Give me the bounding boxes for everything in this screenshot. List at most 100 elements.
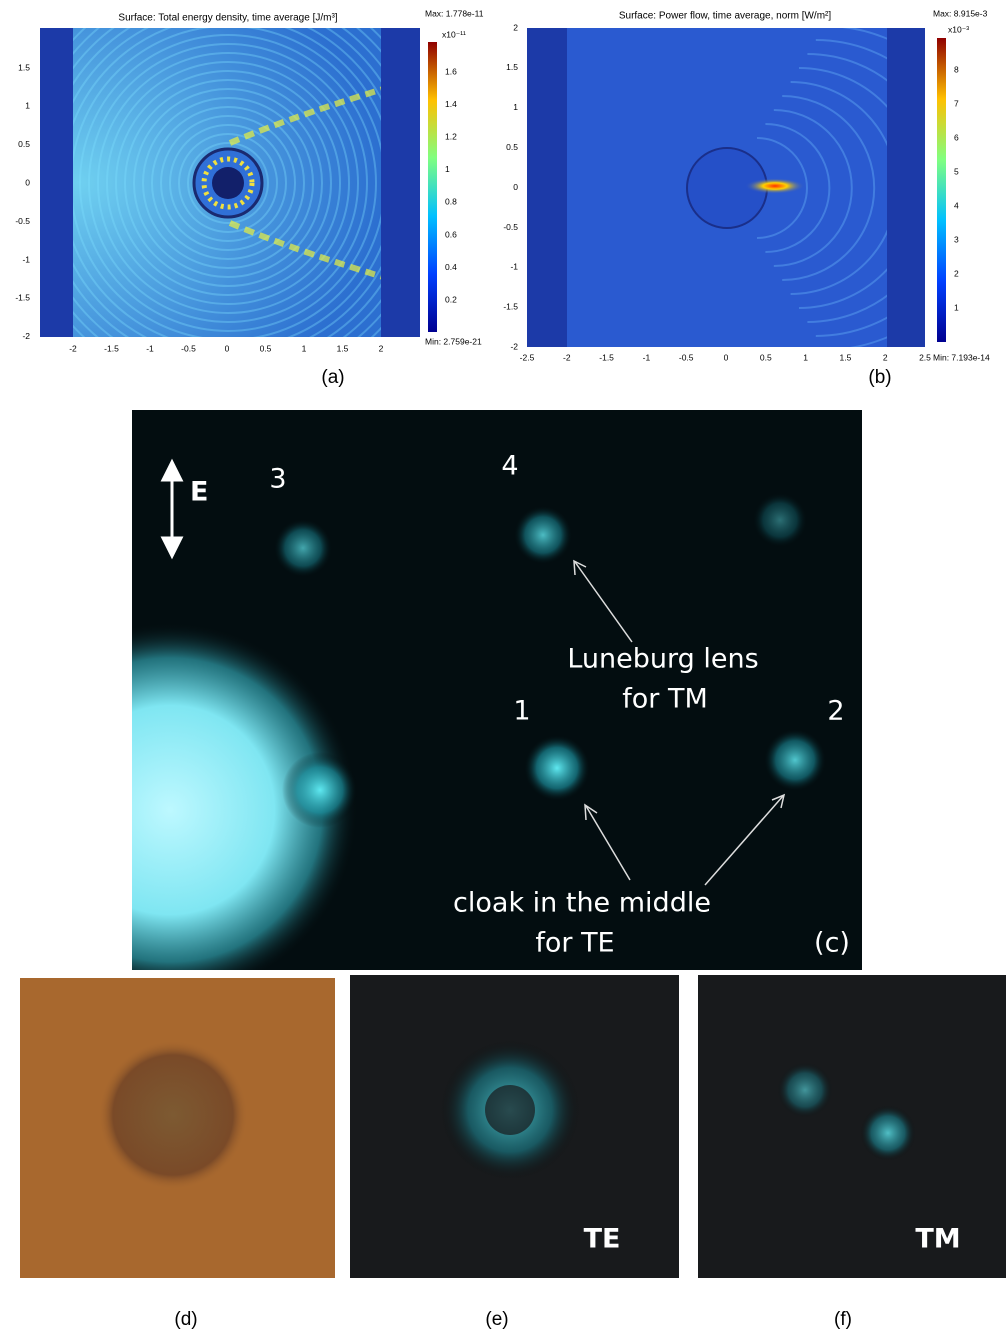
y-tick-label: -1.5	[15, 293, 30, 303]
y-tick-label: 0.5	[18, 139, 30, 149]
annotation: for TM	[622, 684, 708, 715]
x-tick-label: -0.5	[181, 343, 196, 353]
x-tick-label: -1	[146, 343, 154, 353]
caption: (e)	[485, 1309, 508, 1330]
x-tick-label: 0.5	[260, 343, 272, 353]
colorbar-tick-label: 4	[954, 200, 959, 210]
pml-band	[40, 28, 73, 337]
panel-b: Surface: Power flow, time average, norm …	[527, 0, 1006, 434]
annotation: cloak in the middle	[453, 888, 711, 919]
y-tick-label: 1.5	[506, 62, 518, 72]
caption: (f)	[834, 1309, 852, 1330]
y-tick-label: 1	[25, 101, 30, 111]
x-tick-label: 1.5	[839, 352, 851, 362]
y-tick-label: 0	[25, 177, 30, 187]
spot	[777, 1062, 833, 1118]
hot-spot	[745, 178, 805, 194]
y-tick-label: -1.5	[503, 302, 518, 312]
y-tick-label: -0.5	[15, 216, 30, 226]
spot	[513, 505, 573, 565]
spot	[860, 1105, 916, 1161]
max-label: Max: 1.778e-11	[425, 8, 484, 18]
colorbar-tick-label: 5	[954, 166, 959, 176]
plot-title: Surface: Power flow, time average, norm …	[619, 11, 832, 22]
pml-band	[887, 28, 925, 347]
colorbar	[937, 38, 946, 342]
x-tick-label: 2	[379, 343, 384, 353]
spot	[523, 734, 591, 802]
mode-label: TE	[584, 1224, 621, 1255]
mode-label: TM	[915, 1224, 960, 1255]
colorbar-tick-label: 2	[954, 268, 959, 278]
sample	[98, 1040, 248, 1190]
spot	[763, 728, 827, 792]
colorbar-tick-label: 8	[954, 64, 959, 74]
y-tick-label: -2	[22, 331, 30, 341]
colorbar-tick-label: 1	[445, 164, 450, 174]
min-label: Min: 7.193e-14	[933, 352, 990, 362]
pml-band	[381, 28, 420, 337]
y-tick-label: -0.5	[503, 222, 518, 232]
x-tick-label: -1	[643, 352, 651, 362]
colorbar-tick-label: 6	[954, 132, 959, 142]
y-tick-label: 0.5	[506, 142, 518, 152]
colorbar-tick-label: 3	[954, 234, 959, 244]
spot-number: 3	[269, 464, 286, 495]
y-tick-label: 0	[513, 182, 518, 192]
x-tick-label: 0	[225, 343, 230, 353]
x-tick-label: -2.5	[520, 352, 535, 362]
x-tick-label: 2.5	[919, 352, 931, 362]
x-tick-label: 1	[302, 343, 307, 353]
colorbar-tick-label: 1.6	[445, 66, 457, 76]
colorbar-tick-label: 0.2	[445, 294, 457, 304]
exponent: x10⁻³	[948, 24, 969, 34]
pml-band	[527, 28, 567, 347]
cloak-core	[212, 167, 244, 199]
spot-number: 1	[513, 696, 530, 727]
caption: (a)	[321, 367, 344, 388]
colorbar-tick-label: 1.2	[445, 131, 457, 141]
x-tick-label: 1.5	[337, 343, 349, 353]
x-tick-label: -2	[69, 343, 77, 353]
y-tick-label: 1	[513, 102, 518, 112]
field-label: E	[190, 477, 208, 508]
max-label: Max: 8.915e-3	[933, 8, 988, 18]
min-label: Min: 2.759e-21	[425, 336, 482, 346]
spot-number: 4	[501, 451, 518, 482]
y-tick-label: -2	[510, 341, 518, 351]
colorbar-tick-label: 0.8	[445, 197, 457, 207]
x-tick-label: 1	[803, 352, 808, 362]
panel-c: E 3 4 1 2 Luneburg lens for TM cloak in …	[0, 410, 862, 1000]
spot-core	[485, 1085, 535, 1135]
caption: (b)	[868, 367, 891, 388]
colorbar-tick-label: 1.4	[445, 99, 457, 109]
y-tick-label: 1.5	[18, 62, 30, 72]
colorbar-tick-label: 0.4	[445, 262, 457, 272]
colorbar-tick-label: 7	[954, 98, 959, 108]
x-tick-label: 2	[883, 352, 888, 362]
x-tick-label: -0.5	[679, 352, 694, 362]
caption: (c)	[814, 928, 850, 959]
annotation: for TE	[535, 928, 614, 959]
figure: Surface: Total energy density, time aver…	[0, 0, 1006, 1333]
panel-f: TM (f)	[698, 975, 1006, 1330]
x-tick-label: -1.5	[599, 352, 614, 362]
annotation: Luneburg lens	[567, 644, 758, 675]
plot-title: Surface: Total energy density, time aver…	[118, 13, 337, 24]
y-tick-label: 2	[513, 22, 518, 32]
spot	[273, 518, 333, 578]
colorbar-tick-label: 0.6	[445, 229, 457, 239]
y-tick-label: -1	[510, 262, 518, 272]
x-tick-label: 0	[724, 352, 729, 362]
spot	[752, 492, 808, 548]
exponent: x10⁻¹¹	[442, 29, 466, 39]
colorbar-tick-label: 1	[954, 302, 959, 312]
y-tick-label: -1	[22, 254, 30, 264]
x-tick-label: -1.5	[104, 343, 119, 353]
spot	[282, 752, 358, 828]
x-tick-label: 0.5	[760, 352, 772, 362]
caption: (d)	[174, 1309, 197, 1330]
panel-e: TE (e)	[350, 975, 679, 1330]
panel-d: (d)	[20, 978, 335, 1330]
spot-number: 2	[827, 696, 844, 727]
